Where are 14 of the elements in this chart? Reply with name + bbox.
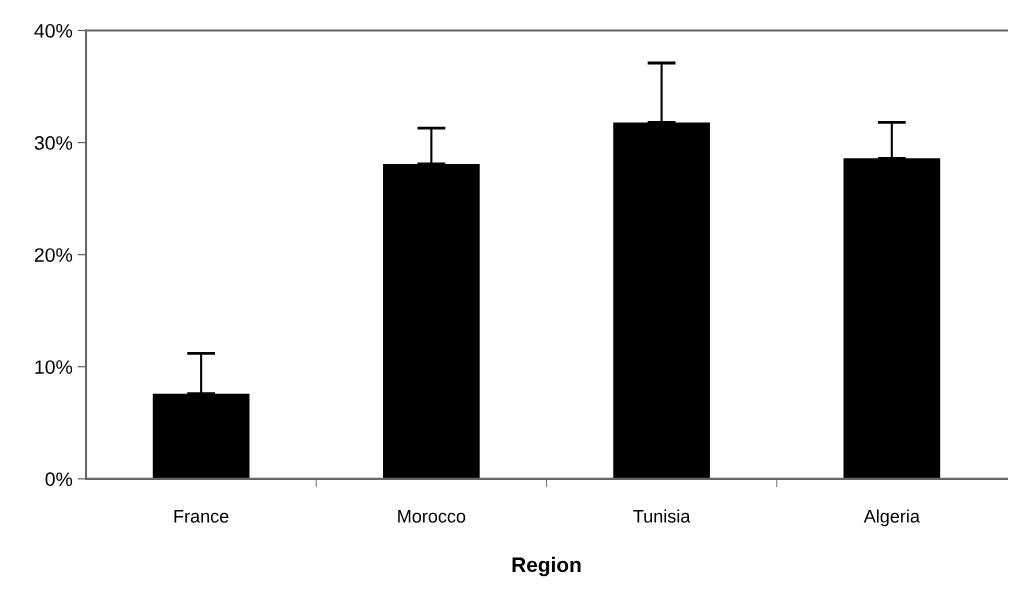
bar: [613, 122, 710, 479]
x-axis-title: Region: [512, 556, 581, 577]
x-tick-label: Algeria: [863, 509, 920, 527]
x-tick-label: France: [174, 510, 229, 523]
y-tick-label: 20%: [34, 248, 73, 262]
y-tick-label: 30%: [34, 136, 73, 150]
x-tick-label: Morocco: [398, 510, 466, 523]
bar: [843, 158, 941, 479]
x-tick-label: Tunisia: [633, 509, 691, 523]
y-tick-label: 10%: [35, 360, 73, 374]
y-tick-label: 40%: [34, 23, 73, 38]
y-tick-label: 0%: [45, 472, 73, 487]
bar: [383, 163, 480, 479]
bar: [152, 393, 250, 479]
